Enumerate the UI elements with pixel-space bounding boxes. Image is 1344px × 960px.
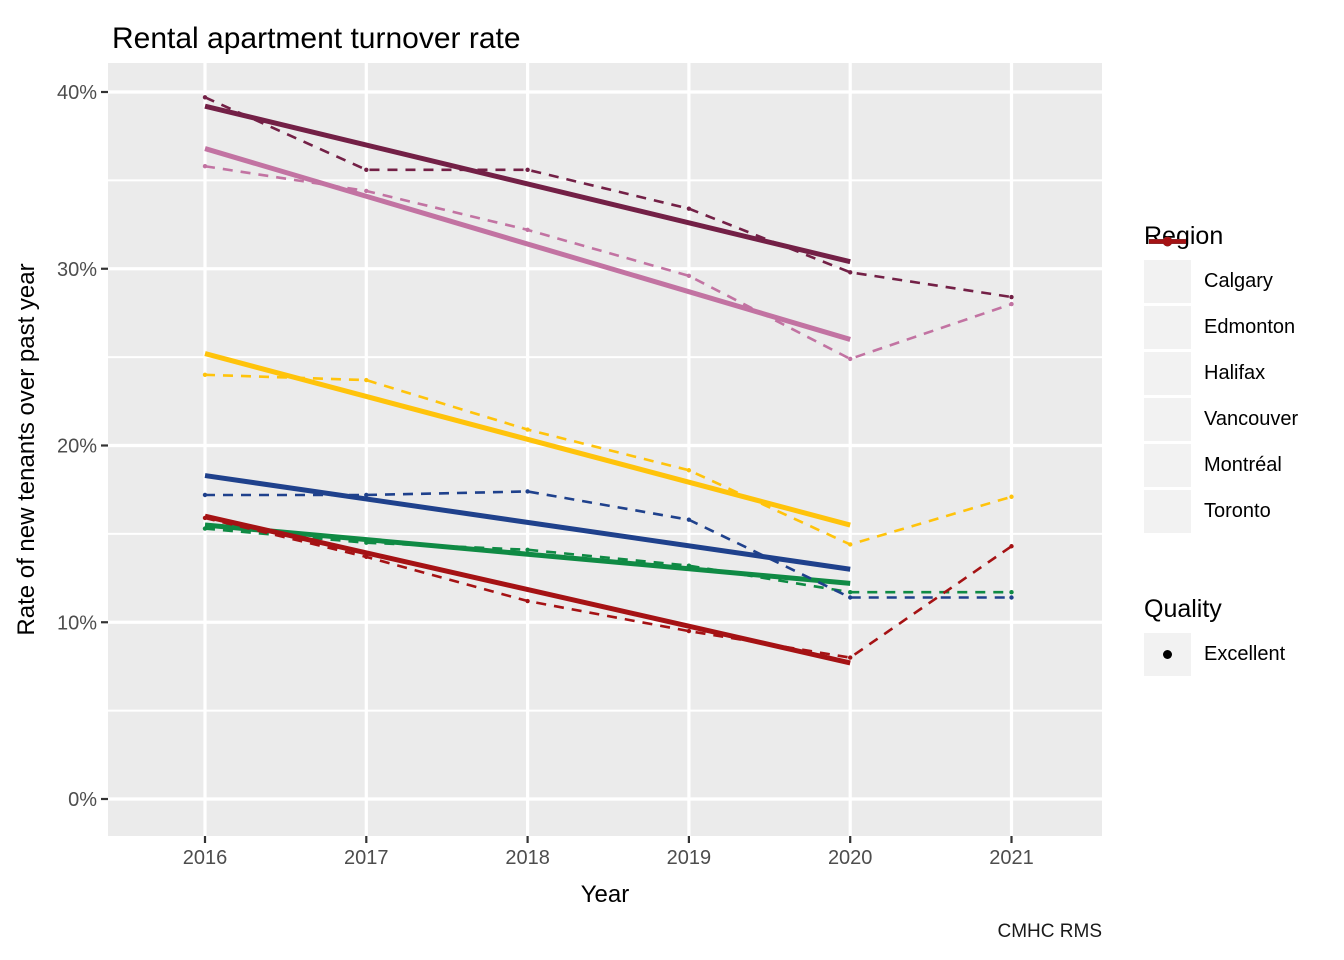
data-point bbox=[364, 377, 369, 383]
trend-line-toronto bbox=[204, 513, 851, 666]
legend-key-halifax bbox=[1144, 236, 1191, 395]
data-line-calgary bbox=[204, 96, 1012, 299]
data-point bbox=[364, 492, 369, 498]
panel-background bbox=[108, 63, 1102, 836]
data-point bbox=[525, 227, 530, 233]
legend-key-calgary bbox=[1144, 236, 1191, 303]
series-edmonton bbox=[202, 146, 1014, 362]
data-point bbox=[525, 489, 530, 494]
x-axis-title: Year bbox=[581, 881, 630, 908]
y-tick-label-20%: 20% bbox=[57, 436, 97, 458]
legend-label-calgary: Calgary bbox=[1204, 270, 1273, 292]
legend-label-montréal: Montréal bbox=[1204, 454, 1282, 476]
legend-item-calgary: Calgary bbox=[1144, 236, 1344, 303]
data-point bbox=[364, 554, 369, 560]
data-point bbox=[686, 628, 692, 634]
data-point bbox=[686, 468, 692, 473]
data-point bbox=[848, 270, 853, 275]
x-tick-label-2021: 2021 bbox=[989, 847, 1034, 869]
legend-item-edmonton: Edmonton bbox=[1144, 236, 1344, 349]
series-vancouver bbox=[202, 522, 1014, 595]
trend-line-vancouver bbox=[204, 522, 851, 586]
data-point bbox=[364, 540, 369, 545]
legend-key-edmonton bbox=[1144, 236, 1191, 349]
data-point bbox=[848, 590, 853, 595]
legend-key-vancouver bbox=[1144, 236, 1191, 441]
legend-label-vancouver: Vancouver bbox=[1204, 408, 1299, 430]
data-point bbox=[202, 526, 208, 531]
data-point bbox=[848, 542, 853, 547]
data-point bbox=[1009, 494, 1014, 499]
legend-label-edmonton: Edmonton bbox=[1204, 316, 1296, 338]
trend-line-halifax bbox=[204, 351, 851, 528]
legend-item-vancouver: Vancouver bbox=[1144, 236, 1344, 441]
data-point bbox=[202, 95, 208, 100]
y-tick-label-40%: 40% bbox=[57, 82, 97, 104]
data-point bbox=[686, 517, 692, 522]
data-point bbox=[202, 164, 208, 169]
legend-label-excellent: Excellent bbox=[1204, 643, 1286, 665]
legend-item-montréal: Montréal bbox=[1144, 236, 1344, 487]
trend-line-edmonton bbox=[204, 146, 851, 342]
data-point bbox=[202, 492, 208, 498]
x-tick-label-2019: 2019 bbox=[667, 847, 712, 869]
series-calgary bbox=[202, 95, 1014, 300]
data-line-montréal bbox=[205, 490, 1012, 599]
data-point bbox=[525, 167, 530, 172]
legend-item-excellent: Excellent bbox=[1144, 633, 1344, 676]
data-point bbox=[1009, 301, 1014, 307]
trend-line-calgary bbox=[204, 103, 851, 265]
y-tick-label-0%: 0% bbox=[68, 789, 97, 811]
data-point bbox=[686, 206, 692, 211]
data-point bbox=[525, 547, 530, 552]
data-point bbox=[202, 372, 208, 377]
data-point bbox=[364, 167, 369, 172]
x-tick-label-2016: 2016 bbox=[183, 847, 228, 869]
x-tick-label-2020: 2020 bbox=[828, 847, 873, 869]
series-montréal bbox=[202, 473, 1014, 600]
trend-line-montréal bbox=[204, 473, 851, 572]
legend-region-title: Region bbox=[1144, 222, 1224, 250]
series-halifax bbox=[202, 351, 1014, 547]
data-line-vancouver bbox=[204, 527, 1012, 594]
data-point bbox=[848, 595, 853, 600]
legend: Region Calgary Edmonton Halifax Vancouver Mo… bbox=[1144, 220, 1344, 679]
y-axis-title: Rate of new tenants over past year bbox=[13, 263, 40, 635]
point-marker-icon bbox=[1163, 650, 1172, 659]
quality-key-box bbox=[1144, 633, 1191, 676]
x-tick-label-2017: 2017 bbox=[344, 847, 389, 869]
data-point bbox=[1009, 595, 1014, 600]
data-point bbox=[364, 188, 369, 194]
data-point bbox=[525, 427, 530, 432]
legend-region-items: Calgary Edmonton Halifax Vancouver Montréal T… bbox=[1144, 236, 1344, 533]
data-point bbox=[1009, 294, 1014, 300]
y-tick-label-10%: 10% bbox=[57, 612, 97, 634]
chart-title: Rental apartment turnover rate bbox=[112, 22, 521, 55]
data-point bbox=[525, 598, 530, 604]
legend-item-halifax: Halifax bbox=[1144, 236, 1344, 395]
chart-caption: CMHC RMS bbox=[998, 921, 1103, 942]
x-tick-label-2018: 2018 bbox=[505, 847, 550, 869]
data-point bbox=[686, 563, 692, 568]
data-point bbox=[1009, 544, 1014, 549]
data-line-toronto bbox=[204, 516, 1013, 659]
line-with-point-icon bbox=[1149, 236, 1186, 247]
legend-label-halifax: Halifax bbox=[1204, 362, 1266, 384]
data-point bbox=[686, 273, 692, 279]
legend-label-toronto: Toronto bbox=[1204, 500, 1271, 522]
data-point bbox=[1009, 590, 1014, 595]
series-toronto bbox=[202, 513, 1014, 666]
data-line-edmonton bbox=[204, 164, 1012, 361]
legend-key-montréal bbox=[1144, 236, 1191, 487]
data-line-halifax bbox=[204, 373, 1012, 546]
data-point bbox=[848, 356, 853, 362]
data-point bbox=[848, 655, 853, 660]
legend-key-toronto bbox=[1144, 236, 1191, 533]
legend-item-toronto: Toronto bbox=[1144, 236, 1344, 533]
legend-quality-title: Quality bbox=[1144, 595, 1222, 623]
data-point bbox=[202, 515, 208, 521]
y-tick-label-30%: 30% bbox=[57, 259, 97, 281]
